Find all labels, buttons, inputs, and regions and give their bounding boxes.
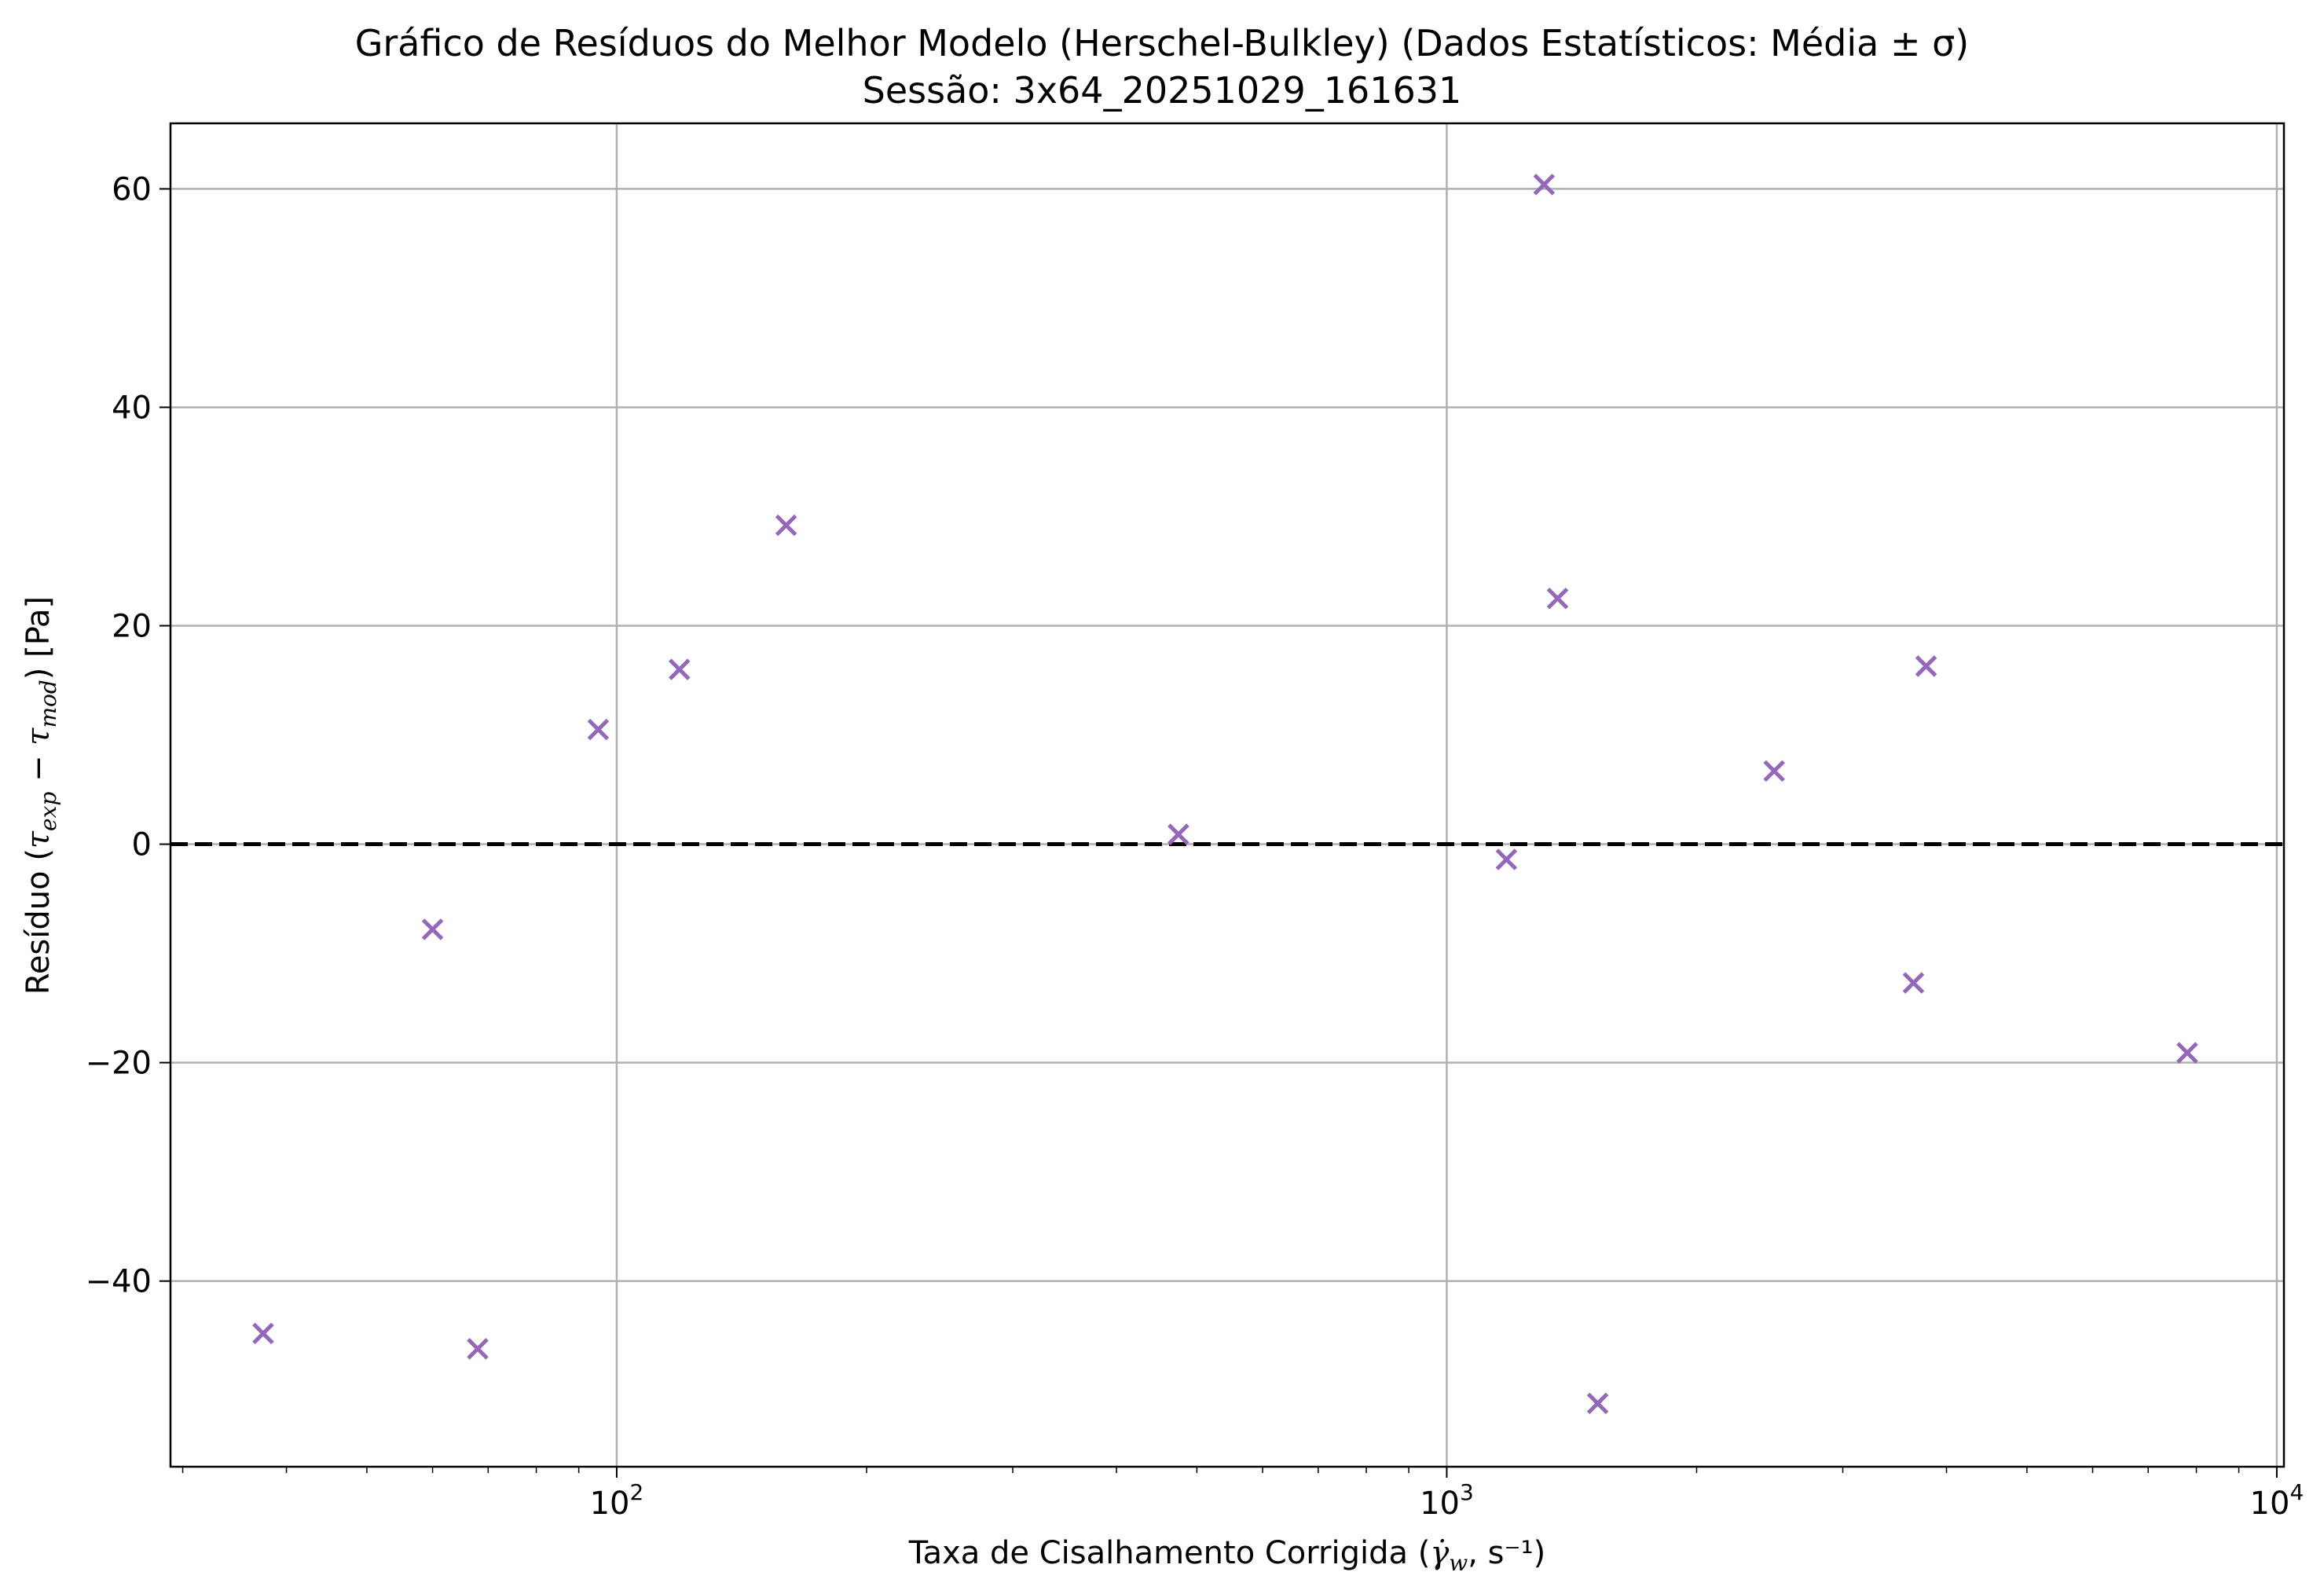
y-tick-label: 40 [112, 390, 152, 426]
point-stroke [1167, 823, 1189, 845]
y-axis-label-tau-2: τ [20, 727, 57, 746]
point-stroke [421, 918, 444, 940]
x-axis-label-symbol: γ̇ [1430, 1535, 1450, 1571]
x-tick-label: 103 [1420, 1479, 1474, 1522]
y-tick-label: −40 [86, 1264, 152, 1300]
residual-point [1586, 1392, 1609, 1415]
residual-point [252, 1322, 274, 1345]
residual-point [1167, 823, 1189, 845]
y-tick-label: −20 [86, 1046, 152, 1082]
point-stroke [669, 658, 691, 680]
chart-title: Gráfico de Resíduos do Melhor Modelo (He… [354, 22, 1970, 64]
point-stroke [587, 718, 610, 741]
point-stroke [1495, 848, 1518, 870]
x-axis-label: Taxa de Cisalhamento Corrigida (γ̇w, s⁻¹… [909, 1537, 1545, 1574]
y-axis-label-minus: − [20, 745, 57, 792]
chart-subtitle: Sessão: 3x64_20251029_161631 [862, 69, 1462, 112]
residual-point [1902, 972, 1925, 994]
x-tick-label-exponent: 3 [1460, 1479, 1474, 1505]
residual-point [1495, 848, 1518, 870]
residual-point [1915, 655, 1937, 677]
x-tick-label-base: 10 [1420, 1486, 1460, 1522]
point-stroke [1915, 655, 1937, 677]
plot-frame [169, 122, 2286, 1468]
y-axis-label-suffix: ) [Pa] [20, 595, 57, 680]
y-axis-label-sub-mod: mod [35, 679, 61, 728]
point-stroke [1586, 1392, 1609, 1415]
y-tick-label: 0 [132, 827, 152, 863]
x-tick-label-base: 10 [2250, 1486, 2290, 1522]
residual-point [1546, 587, 1569, 610]
residual-point [421, 918, 444, 940]
x-tick-label-exponent: 2 [630, 1479, 644, 1505]
y-axis-label-sub-exp: exp [35, 791, 61, 831]
residual-point [587, 718, 610, 741]
residual-point [775, 514, 797, 537]
y-axis-label-prefix: Resíduo ( [20, 848, 57, 995]
y-axis-label: Resíduo (τexp − τmod) [Pa] [20, 595, 61, 995]
x-tick-label: 102 [590, 1479, 644, 1522]
x-tick-label-base: 10 [590, 1486, 630, 1522]
y-tick-label: 60 [112, 171, 152, 207]
x-axis-label-suffix: , s⁻¹) [1468, 1535, 1546, 1571]
grid-lines [170, 123, 2284, 1467]
residual-point [467, 1338, 489, 1360]
x-tick-label-exponent: 4 [2289, 1479, 2304, 1505]
y-tick-label: 20 [112, 609, 152, 645]
residual-point [1533, 174, 1556, 196]
residual-points [252, 174, 2198, 1415]
point-stroke [252, 1322, 274, 1345]
x-minor-ticks [181, 1467, 2240, 1473]
x-axis-label-subscript: w [1449, 1550, 1468, 1576]
y-axis-label-tau-1: τ [20, 830, 57, 848]
point-stroke [1902, 972, 1925, 994]
point-stroke [2176, 1042, 2198, 1064]
point-stroke [775, 514, 797, 537]
x-tick-label: 104 [2250, 1479, 2304, 1522]
x-axis-label-prefix: Taxa de Cisalhamento Corrigida ( [908, 1535, 1431, 1571]
point-stroke [1763, 760, 1785, 782]
residual-point [1763, 760, 1785, 782]
point-stroke [1533, 174, 1556, 196]
residual-point [2176, 1042, 2198, 1064]
point-stroke [1546, 587, 1569, 610]
residual-point [669, 658, 691, 680]
point-stroke [467, 1338, 489, 1360]
